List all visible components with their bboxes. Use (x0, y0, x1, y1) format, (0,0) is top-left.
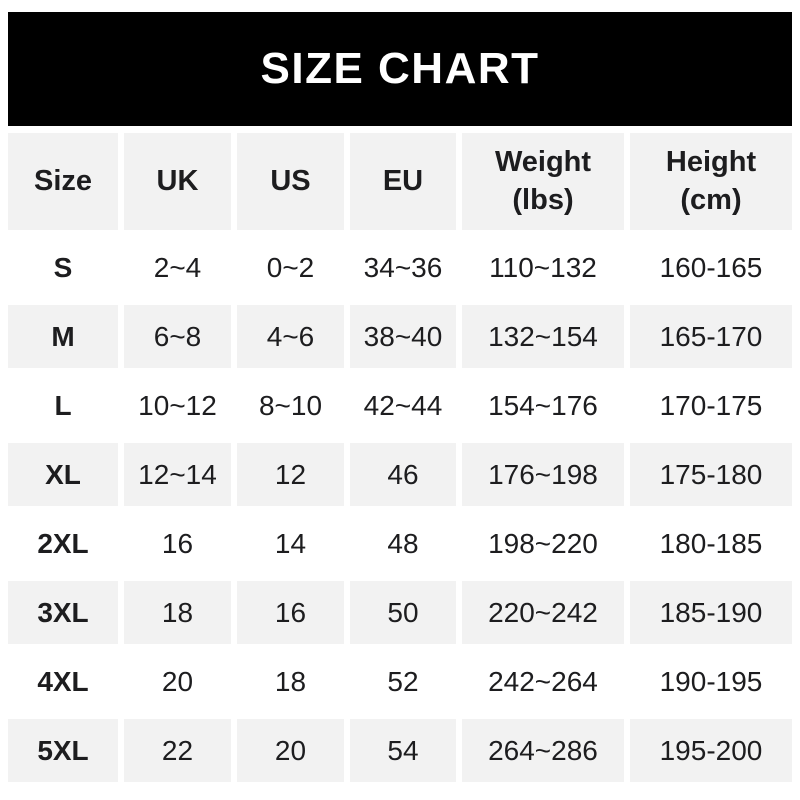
cell-uk-size: 20 (124, 650, 231, 713)
cell-us-size: 4~6 (237, 305, 344, 368)
cell-us-size: 18 (237, 650, 344, 713)
cell-uk-size: 6~8 (124, 305, 231, 368)
column-header-us: US (237, 133, 344, 230)
cell-weight-lbs: 242~264 (462, 650, 624, 713)
column-header-size: Size (8, 133, 118, 230)
cell-height-cm: 185-190 (630, 581, 792, 644)
table-row: 2XL 16 14 48 198~220 180-185 (8, 512, 792, 575)
cell-height-cm: 160-165 (630, 236, 792, 299)
cell-us-size: 20 (237, 719, 344, 782)
cell-weight-lbs: 220~242 (462, 581, 624, 644)
cell-uk-size: 16 (124, 512, 231, 575)
cell-weight-lbs: 132~154 (462, 305, 624, 368)
cell-height-cm: 170-175 (630, 374, 792, 437)
cell-eu-size: 54 (350, 719, 456, 782)
cell-weight-lbs: 154~176 (462, 374, 624, 437)
table-row: 5XL 22 20 54 264~286 195-200 (8, 719, 792, 782)
column-header-unit: (cm) (680, 183, 742, 216)
cell-height-cm: 180-185 (630, 512, 792, 575)
cell-weight-lbs: 264~286 (462, 719, 624, 782)
cell-eu-size: 52 (350, 650, 456, 713)
cell-uk-size: 22 (124, 719, 231, 782)
cell-height-cm: 195-200 (630, 719, 792, 782)
table-row: L 10~12 8~10 42~44 154~176 170-175 (8, 374, 792, 437)
cell-us-size: 16 (237, 581, 344, 644)
cell-height-cm: 165-170 (630, 305, 792, 368)
cell-size-label: M (8, 305, 118, 368)
table-row: XL 12~14 12 46 176~198 175-180 (8, 443, 792, 506)
cell-uk-size: 10~12 (124, 374, 231, 437)
cell-eu-size: 46 (350, 443, 456, 506)
cell-uk-size: 2~4 (124, 236, 231, 299)
column-header-label: US (270, 164, 311, 197)
cell-size-label: 4XL (8, 650, 118, 713)
cell-height-cm: 190-195 (630, 650, 792, 713)
column-header-label: UK (156, 164, 199, 197)
cell-size-label: XL (8, 443, 118, 506)
column-header-label: EU (382, 164, 424, 197)
cell-weight-lbs: 176~198 (462, 443, 624, 506)
cell-size-label: 2XL (8, 512, 118, 575)
cell-weight-lbs: 198~220 (462, 512, 624, 575)
size-chart-table: Size UK US EU Weight (lbs) Height (cm) (2, 127, 798, 788)
table-row: M 6~8 4~6 38~40 132~154 165-170 (8, 305, 792, 368)
page-title: SIZE CHART (260, 44, 540, 93)
table-row: 4XL 20 18 52 242~264 190-195 (8, 650, 792, 713)
table-body: S 2~4 0~2 34~36 110~132 160-165 M 6~8 4~… (8, 236, 792, 782)
cell-eu-size: 48 (350, 512, 456, 575)
cell-eu-size: 42~44 (350, 374, 456, 437)
header-row: Size UK US EU Weight (lbs) Height (cm) (8, 133, 792, 230)
cell-us-size: 12 (237, 443, 344, 506)
cell-us-size: 14 (237, 512, 344, 575)
cell-height-cm: 175-180 (630, 443, 792, 506)
cell-eu-size: 50 (350, 581, 456, 644)
column-header-uk: UK (124, 133, 231, 230)
cell-size-label: L (8, 374, 118, 437)
column-header-weight: Weight (lbs) (462, 133, 624, 230)
column-header-label: Size (33, 164, 93, 197)
cell-us-size: 8~10 (237, 374, 344, 437)
table-row: S 2~4 0~2 34~36 110~132 160-165 (8, 236, 792, 299)
table-header: Size UK US EU Weight (lbs) Height (cm) (8, 133, 792, 230)
title-banner: SIZE CHART (8, 12, 792, 126)
column-header-label: Height (665, 145, 757, 178)
cell-eu-size: 34~36 (350, 236, 456, 299)
cell-weight-lbs: 110~132 (462, 236, 624, 299)
cell-uk-size: 12~14 (124, 443, 231, 506)
table-row: 3XL 18 16 50 220~242 185-190 (8, 581, 792, 644)
column-header-height: Height (cm) (630, 133, 792, 230)
cell-size-label: S (8, 236, 118, 299)
cell-size-label: 5XL (8, 719, 118, 782)
cell-size-label: 3XL (8, 581, 118, 644)
cell-us-size: 0~2 (237, 236, 344, 299)
column-header-eu: EU (350, 133, 456, 230)
cell-eu-size: 38~40 (350, 305, 456, 368)
column-header-label: Weight (494, 145, 592, 178)
column-header-unit: (lbs) (512, 183, 574, 216)
cell-uk-size: 18 (124, 581, 231, 644)
